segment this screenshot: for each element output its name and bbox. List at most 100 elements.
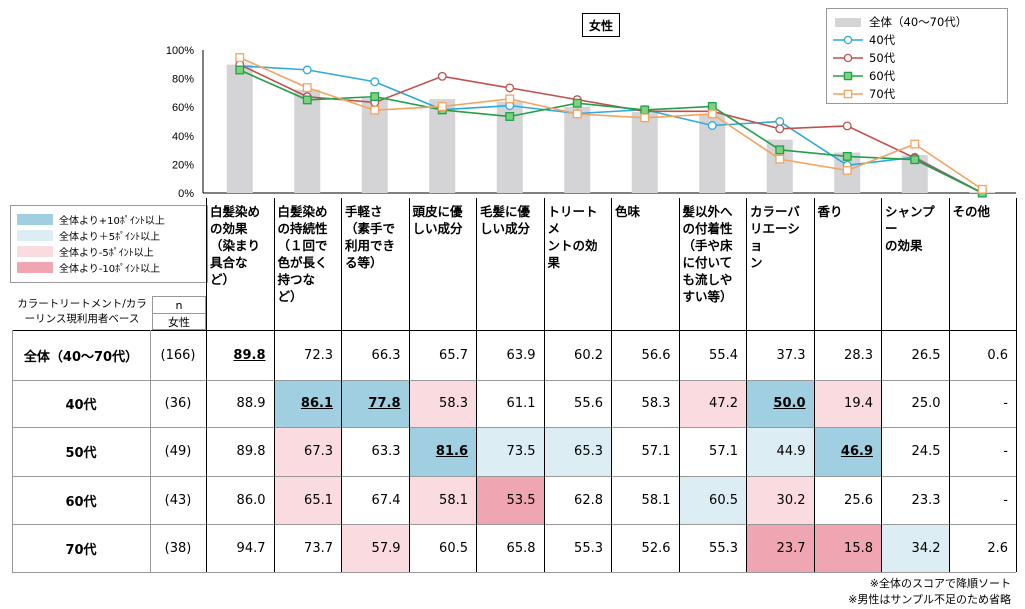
table-cell: 15.8 [813, 524, 881, 572]
column-divider [206, 198, 207, 572]
data-point [505, 83, 515, 93]
table-cell: 58.1 [408, 476, 476, 524]
data-point [437, 102, 447, 111]
color-legend-entry: 全体より-10ﾎﾟｲﾝﾄ以上 [17, 260, 160, 275]
y-tick-label: 40% [172, 131, 194, 143]
bar [631, 112, 658, 193]
table-cell: 23.7 [746, 524, 814, 572]
table-cell: 24.5 [911, 444, 941, 459]
data-point [842, 165, 852, 175]
n-column-divider [150, 330, 151, 572]
row-n: (38) [164, 540, 192, 556]
table-cell: 67.3 [273, 427, 341, 476]
row-n: (166) [160, 347, 196, 363]
bar [564, 106, 591, 193]
data-point [437, 71, 447, 81]
row-label: 60代 [65, 494, 97, 510]
table-cell: 88.9 [236, 396, 266, 411]
table-cell: 65.1 [273, 476, 341, 524]
data-point [707, 109, 717, 119]
column-header: 白髪染め の持続性 （１回で 色が長く 持つな ど） [277, 204, 328, 304]
data-point [707, 121, 717, 130]
table-cell: 47.2 [678, 380, 746, 427]
table-cell: 28.3 [844, 347, 873, 363]
table-cell: 46.9 [813, 427, 881, 476]
table-cell: 0.6 [987, 347, 1008, 363]
row-n: (49) [164, 444, 192, 459]
column-header: 頭皮に優 しい成分 [412, 204, 463, 236]
column-header: 髪以外へ の付着性 （手や床 に付いて も流しや すい等） [682, 204, 733, 304]
column-divider [543, 198, 545, 572]
data-point [572, 98, 582, 108]
y-tick-label: 0% [178, 188, 194, 200]
column-header: 毛髪に優 しい成分 [480, 204, 531, 236]
series-line [239, 65, 983, 194]
table-cell: 89.8 [236, 444, 266, 459]
table-cell: 60.5 [439, 540, 468, 556]
table-cell: 25.0 [911, 396, 941, 411]
column-divider [813, 198, 815, 572]
column-divider [678, 198, 680, 572]
table-cell: 77.8 [341, 380, 409, 427]
column-header: カラーバ リエーション [750, 204, 800, 270]
row-label: 全体（40～70代） [23, 349, 139, 365]
column-divider [611, 198, 612, 572]
table-cell: 44.9 [746, 427, 814, 476]
bar [429, 99, 456, 193]
series-line [239, 69, 983, 194]
row-divider [12, 524, 1016, 525]
row-label: 70代 [65, 542, 97, 558]
data-point [302, 83, 312, 93]
legend-label: 全体（40～70代） [869, 15, 968, 29]
data-point [775, 117, 785, 126]
data-point [302, 95, 312, 105]
data-point [370, 77, 380, 87]
table-cell: 65.8 [506, 540, 536, 556]
chart-title: 女性 [582, 13, 620, 37]
row-n: (36) [164, 396, 192, 411]
column-header: 白髪染め の効果 （染まり 具合な ど） [210, 204, 261, 287]
note-sort: ※全体のスコアで降順ソート [869, 577, 1011, 590]
table-cell: 55.6 [574, 396, 603, 411]
data-point [505, 112, 515, 121]
color-swatch [17, 262, 53, 273]
bar [294, 89, 321, 193]
table-cell: 26.5 [911, 347, 941, 363]
legend-entry: 60代 [833, 67, 895, 85]
color-legend-entry: 全体より-5ﾎﾟｲﾝﾄ以上 [17, 244, 154, 259]
data-point [572, 109, 582, 119]
table-cell: 66.3 [371, 347, 401, 363]
table-cell: 23.3 [911, 492, 941, 508]
data-point [842, 151, 852, 161]
table-cell: 53.5 [476, 476, 544, 524]
data-point [775, 124, 785, 134]
row-n: (43) [164, 492, 192, 508]
table-cell: 37.3 [776, 347, 806, 363]
table-cell: 63.3 [371, 444, 401, 459]
color-legend-label: 全体より＋5ﾎﾟｲﾝﾄ以上 [59, 232, 161, 243]
table-cell: - [1003, 492, 1008, 508]
y-tick-label: 60% [172, 102, 194, 114]
table-cell: 34.2 [881, 524, 949, 572]
chart-legend: 全体（40～70代） 40代 50代 60代 70代 [826, 8, 1008, 104]
color-legend-entry: 全体より+10ﾎﾟｲﾝﾄ以上 [17, 212, 165, 227]
data-point [910, 155, 920, 165]
column-divider [881, 198, 882, 572]
data-point [640, 113, 650, 123]
bar [226, 64, 253, 193]
table-cell: 25.6 [844, 492, 873, 508]
column-header: 香り [817, 204, 843, 219]
table-cell: 58.3 [641, 396, 671, 411]
row-divider [12, 572, 1016, 573]
legend-entry: 40代 [833, 31, 895, 49]
legend-label: 40代 [869, 33, 896, 47]
table-cell: 60.2 [574, 347, 603, 363]
color-swatch [17, 246, 53, 257]
column-divider [1016, 198, 1017, 572]
color-legend-label: 全体より+10ﾎﾟｲﾝﾄ以上 [59, 216, 165, 227]
chart-area: 100% 80% 60% 40% 20% 0% [166, 45, 1016, 200]
table-cell: 61.1 [506, 396, 536, 411]
table-cell: 94.7 [236, 540, 266, 556]
n-header-sub: 女性 [153, 313, 205, 330]
data-point [910, 139, 920, 149]
